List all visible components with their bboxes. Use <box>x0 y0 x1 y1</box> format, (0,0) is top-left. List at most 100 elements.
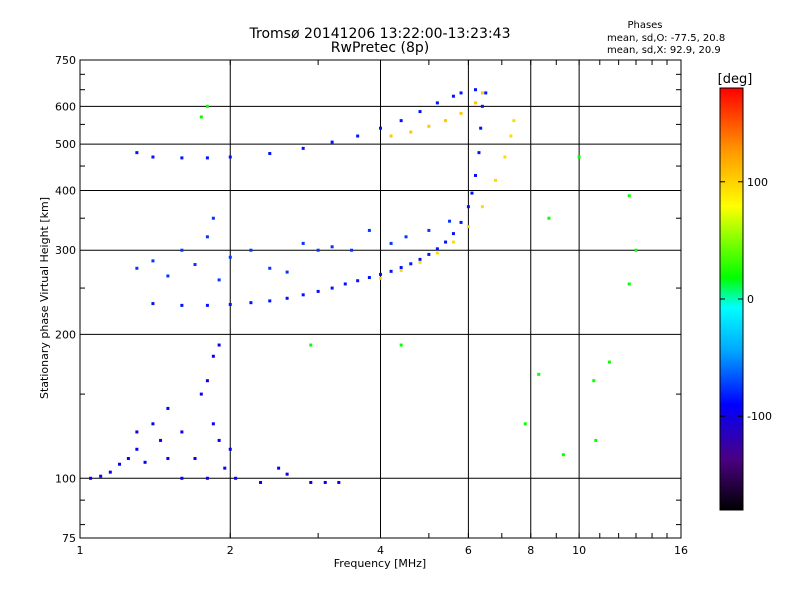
data-point <box>444 119 448 123</box>
colorbar-tick-label: 100 <box>747 176 768 189</box>
x-tick-label: 8 <box>527 544 534 557</box>
data-point <box>180 476 184 480</box>
data-point <box>409 262 413 266</box>
data-point <box>316 289 320 293</box>
data-point <box>537 372 541 376</box>
data-point <box>223 466 227 470</box>
y-tick-label: 200 <box>55 328 76 341</box>
data-point <box>337 480 341 484</box>
x-tick-label: 2 <box>227 544 234 557</box>
data-point <box>285 296 289 300</box>
data-point <box>480 205 484 209</box>
y-tick-label: 600 <box>55 100 76 113</box>
data-point <box>451 94 455 98</box>
data-point <box>330 245 334 249</box>
data-point <box>479 126 483 130</box>
data-point <box>634 248 638 252</box>
data-point <box>343 282 347 286</box>
data-point <box>451 240 455 244</box>
colorbar-ticks: 100 0 -100 <box>720 176 772 423</box>
data-point <box>399 343 403 347</box>
chart-title: Tromsø 20141206 13:22:00-13:23:43 <box>249 26 511 42</box>
data-point <box>473 173 477 177</box>
data-point <box>435 251 439 255</box>
data-point <box>399 119 403 123</box>
legend-line-o: mean, sd,O: -77.5, 20.8 <box>607 33 725 44</box>
data-point <box>316 248 320 252</box>
data-point <box>135 151 139 155</box>
data-point <box>607 360 611 364</box>
chart-subtitle: RwPretec (8p) <box>331 40 429 56</box>
data-point <box>135 447 139 451</box>
data-point <box>466 205 470 209</box>
data-point <box>228 302 232 306</box>
data-point <box>118 462 122 466</box>
x-tick-label: 6 <box>465 544 472 557</box>
data-point <box>285 270 289 274</box>
data-point <box>323 480 327 484</box>
data-point <box>444 240 448 244</box>
y-axis-label: Stationary phase Virtual Height [km] <box>38 197 51 399</box>
data-point <box>217 438 221 442</box>
data-point <box>151 302 155 306</box>
data-point <box>205 104 209 108</box>
data-point <box>108 470 112 474</box>
data-point <box>418 260 422 264</box>
data-point <box>427 124 431 128</box>
data-point <box>309 343 313 347</box>
data-point <box>211 354 215 358</box>
data-point <box>268 266 272 270</box>
data-point <box>135 430 139 434</box>
colorbar-tick-label: 0 <box>747 293 754 306</box>
data-point <box>330 286 334 290</box>
data-point <box>470 191 474 195</box>
data-point <box>435 101 439 105</box>
data-point <box>126 456 130 460</box>
data-point <box>459 220 463 224</box>
data-point <box>427 228 431 232</box>
data-point <box>399 269 403 273</box>
data-point <box>389 269 393 273</box>
data-point <box>350 248 354 252</box>
data-point <box>180 430 184 434</box>
data-point <box>166 456 170 460</box>
data-point <box>259 480 263 484</box>
grid-lines <box>80 60 681 538</box>
data-point <box>249 248 253 252</box>
data-point <box>627 282 631 286</box>
data-point <box>234 476 238 480</box>
data-point <box>277 466 281 470</box>
data-point <box>228 447 232 451</box>
data-point <box>356 134 360 138</box>
x-tick-label: 10 <box>572 544 586 557</box>
data-point <box>249 301 253 305</box>
data-point <box>480 104 484 108</box>
data-point <box>301 146 305 150</box>
data-point <box>151 259 155 263</box>
y-tick-label: 100 <box>55 472 76 485</box>
data-point <box>427 252 431 256</box>
data-point <box>484 91 488 95</box>
data-point <box>594 438 598 442</box>
data-point <box>592 379 596 383</box>
scatter-points <box>89 88 638 484</box>
data-point <box>409 130 413 134</box>
data-point <box>435 247 439 251</box>
y-tick-label: 750 <box>55 54 76 67</box>
x-axis-label: Frequency [MHz] <box>334 557 426 570</box>
data-point <box>459 91 463 95</box>
data-point <box>418 257 422 261</box>
legend-title: Phases <box>627 20 662 31</box>
data-point <box>193 456 197 460</box>
data-point <box>135 266 139 270</box>
data-point <box>466 225 470 229</box>
data-point <box>211 216 215 220</box>
y-tick-label: 500 <box>55 138 76 151</box>
data-point <box>404 235 408 239</box>
x-tick-label: 16 <box>674 544 688 557</box>
data-point <box>228 155 232 159</box>
data-point <box>180 156 184 160</box>
data-point <box>473 101 477 105</box>
data-point <box>217 278 221 282</box>
